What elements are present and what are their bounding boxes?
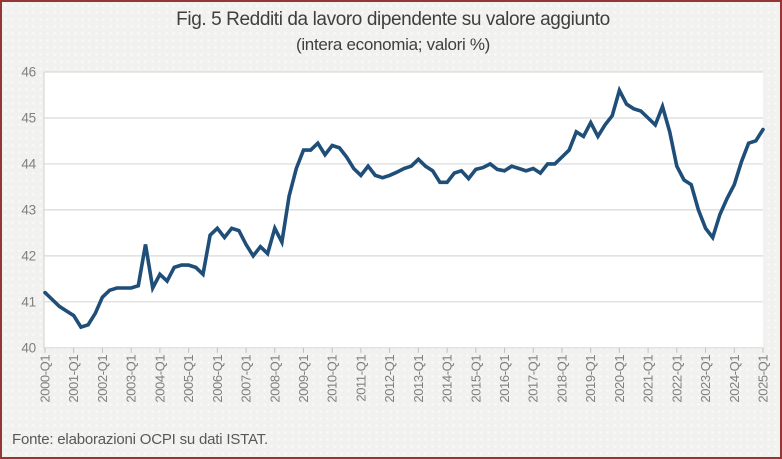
x-axis-label: 2000-Q1	[38, 355, 53, 403]
x-axis-label: 2012-Q1	[382, 355, 397, 403]
x-axis-label: 2009-Q1	[296, 355, 311, 403]
y-axis-label: 40	[21, 340, 36, 355]
x-axis-label: 2001-Q1	[66, 355, 81, 403]
x-axis-label: 2011-Q1	[353, 355, 368, 402]
x-axis-label: 2018-Q1	[554, 355, 569, 403]
x-axis-label: 2010-Q1	[325, 355, 340, 403]
x-axis-label: 2007-Q1	[239, 355, 254, 403]
y-axis-label: 45	[21, 110, 36, 125]
x-axis-label: 2025-Q1	[756, 355, 771, 403]
y-axis-label: 44	[21, 156, 36, 171]
x-axis-label: 2019-Q1	[583, 355, 598, 403]
x-axis-label: 2008-Q1	[267, 355, 282, 403]
x-axis-label: 2023-Q1	[698, 355, 713, 403]
x-axis-label: 2017-Q1	[526, 355, 541, 403]
x-axis-label: 2002-Q1	[95, 355, 110, 403]
x-axis-label: 2015-Q1	[468, 355, 483, 403]
y-axis-label: 43	[21, 202, 36, 217]
y-axis-label: 46	[21, 65, 36, 80]
x-axis-label: 2003-Q1	[124, 355, 139, 403]
chart-subtitle: (intera economia; valori %)	[295, 35, 491, 54]
source-note: Fonte: elaborazioni OCPI su dati ISTAT.	[12, 431, 268, 448]
chart-title: Fig. 5 Redditi da lavoro dipendente su v…	[176, 9, 610, 30]
x-axis-label: 2005-Q1	[181, 355, 196, 403]
y-axis-label: 42	[21, 248, 36, 263]
x-axis-label: 2021-Q1	[641, 355, 656, 403]
x-axis-label: 2004-Q1	[152, 355, 167, 403]
x-axis-label: 2024-Q1	[727, 355, 742, 403]
x-axis-label: 2006-Q1	[210, 355, 225, 403]
data-line	[43, 85, 765, 330]
x-axis-label: 2022-Q1	[669, 355, 684, 403]
x-axis-label: 2016-Q1	[497, 355, 512, 403]
y-axis-label: 41	[21, 294, 36, 309]
x-axis-label: 2013-Q1	[411, 355, 426, 403]
x-axis-label: 2014-Q1	[440, 355, 455, 403]
x-axis-label: 2020-Q1	[612, 355, 627, 403]
